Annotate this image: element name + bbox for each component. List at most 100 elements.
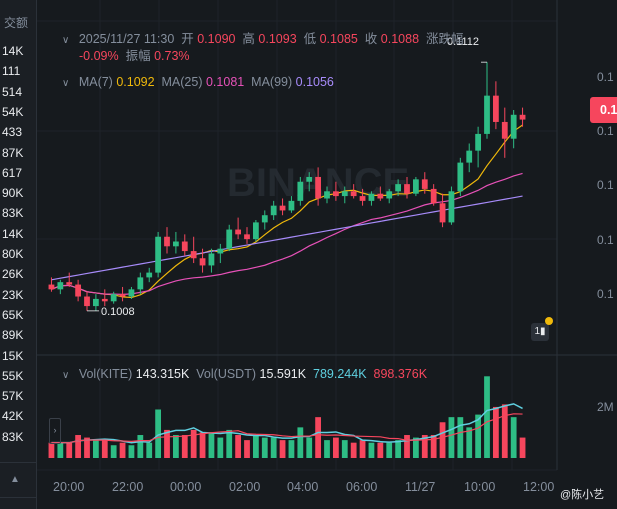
candle-body bbox=[439, 203, 446, 223]
volume-bar bbox=[475, 414, 481, 458]
volume-list-value: 14K bbox=[2, 44, 24, 58]
volume-bar bbox=[421, 435, 428, 458]
candle-body bbox=[48, 284, 55, 290]
volume-bar bbox=[288, 440, 295, 458]
volume-bar bbox=[173, 435, 179, 458]
volume-list-panel: 交额 14K 111 514 54K 433 87K 617 90K 83K 14K 80K 26K 2… bbox=[0, 0, 37, 509]
volume-bar bbox=[270, 437, 277, 458]
ma-info-bar: ∨ MA(7) 0.1092 MA(25) 0.1081 MA(99) 0.10… bbox=[62, 75, 334, 89]
vol-ma1-value: 789.244K bbox=[313, 367, 367, 381]
amplitude-label: 振幅 bbox=[125, 49, 151, 63]
candle-body bbox=[128, 289, 135, 297]
close-value: 0.1088 bbox=[380, 32, 420, 46]
collapse-icon[interactable]: ∨ bbox=[62, 78, 70, 89]
y-axis-label: 0.1 bbox=[597, 233, 614, 247]
volume-bar bbox=[404, 435, 410, 458]
volume-bar bbox=[279, 440, 286, 458]
volume-list-value: 42K bbox=[2, 409, 24, 424]
candle-body bbox=[350, 191, 357, 197]
y-axis-label: 0.1 bbox=[597, 287, 614, 301]
vol-ma1-line bbox=[51, 403, 523, 444]
volume-list-value: 55K bbox=[2, 368, 24, 383]
chevron-up-icon[interactable]: ▲ bbox=[10, 474, 20, 485]
volume-list-value: 87K bbox=[2, 145, 24, 160]
candle-body bbox=[341, 191, 348, 197]
indicator-icon[interactable]: 1▮ bbox=[531, 323, 549, 341]
candle-body bbox=[368, 193, 375, 201]
ma7-label: MA(7) bbox=[78, 75, 113, 89]
volume-bar bbox=[261, 437, 268, 458]
volume-bar bbox=[146, 442, 153, 458]
volume-bar bbox=[377, 442, 384, 458]
candle-body bbox=[226, 229, 233, 249]
user-watermark: @陈小艺 bbox=[560, 489, 605, 501]
candle-body bbox=[413, 179, 419, 194]
candle-body bbox=[119, 294, 126, 297]
volume-bar bbox=[501, 404, 508, 458]
candle-body bbox=[217, 248, 224, 254]
volume-bar bbox=[181, 435, 188, 458]
ma99-value: 0.1056 bbox=[295, 75, 334, 89]
volume-list-value: 57K bbox=[2, 389, 24, 404]
candle-body bbox=[484, 95, 490, 134]
candle-body bbox=[297, 181, 304, 201]
candle-body bbox=[155, 236, 161, 273]
volume-bar bbox=[199, 432, 206, 458]
volume-list-value: 433 bbox=[2, 125, 23, 140]
candle-body bbox=[173, 241, 179, 247]
divider bbox=[0, 462, 36, 463]
candle-body bbox=[270, 205, 277, 216]
x-axis-label: 10:00 bbox=[464, 480, 496, 494]
candle-body bbox=[421, 179, 428, 189]
divider bbox=[0, 497, 36, 498]
candle-body bbox=[279, 205, 286, 211]
ohlc-timestamp: 2025/11/27 11:30 bbox=[78, 32, 175, 46]
vol-usdt-label: Vol(USDT) bbox=[196, 367, 257, 381]
candle-body bbox=[253, 222, 259, 240]
close-label: 收 bbox=[364, 32, 378, 46]
change-label: 涨跌幅 bbox=[425, 32, 464, 46]
volume-bar bbox=[519, 437, 526, 458]
candle-body bbox=[190, 251, 197, 259]
candle-body bbox=[199, 258, 206, 266]
candle-body bbox=[261, 215, 268, 223]
x-axis-label: 12:00 bbox=[523, 480, 555, 494]
volume-bar bbox=[226, 429, 233, 458]
candle-body bbox=[146, 272, 153, 278]
high-marker-label: 0.1112 bbox=[447, 36, 479, 48]
volume-list-value: 90K bbox=[2, 186, 24, 201]
candle-body bbox=[359, 196, 366, 201]
candle-body bbox=[448, 191, 455, 223]
candle-body bbox=[57, 282, 64, 290]
volume-bar bbox=[439, 422, 446, 458]
candle-body bbox=[244, 234, 250, 240]
open-value: 0.1090 bbox=[197, 32, 236, 46]
vol-usdt-value: 15.591K bbox=[259, 367, 307, 381]
low-label: 低 bbox=[303, 32, 317, 46]
candle-body bbox=[110, 294, 117, 302]
volume-bar bbox=[341, 440, 348, 458]
volume-bar bbox=[84, 437, 90, 458]
volume-list-value: 15K bbox=[2, 348, 24, 363]
volume-list-value: 14K bbox=[2, 226, 24, 241]
volume-column-header: 交额 bbox=[4, 16, 29, 30]
candle-body bbox=[235, 229, 241, 235]
volume-bar bbox=[75, 435, 81, 458]
volume-bar bbox=[93, 440, 99, 458]
volume-bar bbox=[110, 445, 117, 458]
candle-body bbox=[84, 296, 90, 307]
volume-bar bbox=[306, 437, 313, 458]
volume-bar bbox=[333, 437, 339, 458]
candle-body bbox=[93, 298, 99, 307]
volume-bar bbox=[395, 440, 401, 458]
candle-body bbox=[208, 253, 215, 266]
vol-panel-toggle[interactable]: › bbox=[49, 418, 61, 444]
volume-list-value: 23K bbox=[2, 287, 24, 302]
collapse-icon[interactable]: ∨ bbox=[62, 370, 70, 381]
collapse-icon[interactable]: ∨ bbox=[62, 35, 70, 46]
volume-list-value: 89K bbox=[2, 328, 24, 343]
open-label: 开 bbox=[181, 32, 194, 46]
ohlc-info-bar-line2: -0.09% 振幅 0.73% bbox=[79, 45, 190, 64]
